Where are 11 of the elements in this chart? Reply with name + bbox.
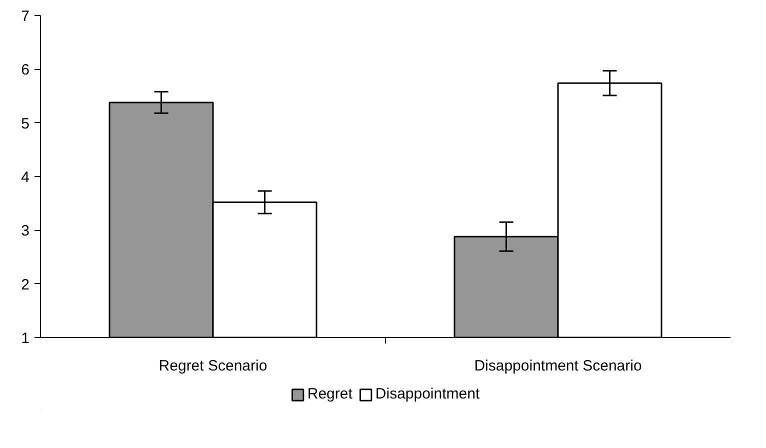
x-tick-label: Regret Scenario <box>158 358 268 374</box>
y-tick-label: 2 <box>21 276 30 294</box>
legend-label: Disappointment <box>375 386 480 402</box>
legend-label: Regret <box>307 386 352 402</box>
y-tick-label: 6 <box>21 62 30 79</box>
x-tick-label: Disappointment Scenario <box>474 358 642 374</box>
y-tick-label: 7 <box>21 8 30 25</box>
y-tick-label: 1 <box>21 330 30 347</box>
y-tick-label: 5 <box>21 115 30 132</box>
y-tick-label: 4 <box>21 169 30 186</box>
y-tick-label: 3 <box>21 222 30 240</box>
